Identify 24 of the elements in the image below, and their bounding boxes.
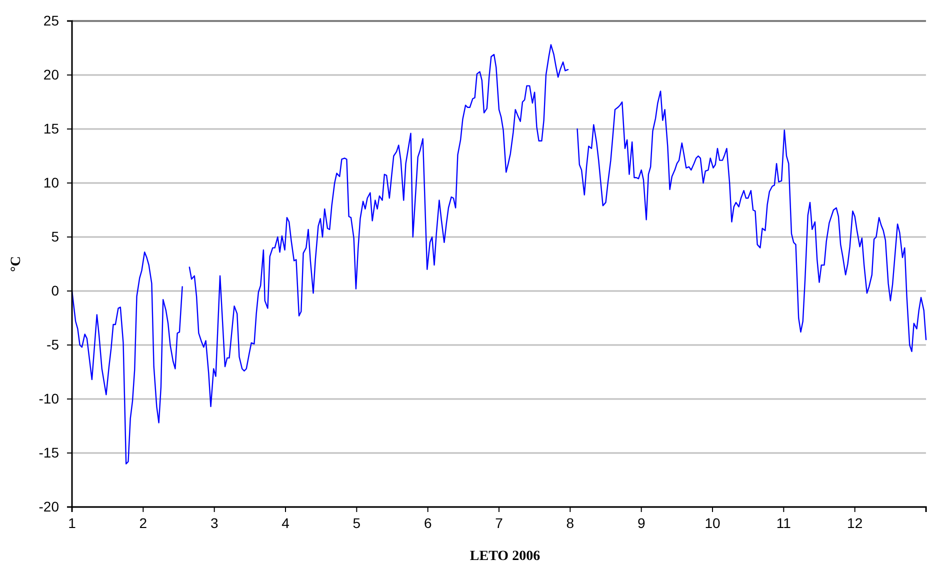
y-axis-title: °C <box>9 256 24 272</box>
x-tick-label: 11 <box>776 514 792 531</box>
x-axis-title: LETO 2006 <box>470 549 540 564</box>
y-tick-label: 20 <box>43 66 60 82</box>
y-tick-label: -5 <box>46 336 60 352</box>
x-tick-label: 7 <box>495 514 504 531</box>
x-tick-label: 9 <box>637 514 646 531</box>
y-tick-label: -10 <box>38 390 60 406</box>
x-tick-label: 12 <box>847 514 863 531</box>
x-tick-label: 10 <box>704 514 720 531</box>
x-tick-label: 6 <box>424 514 432 531</box>
y-tick-label: 25 <box>43 12 60 28</box>
y-tick-label: 5 <box>51 228 60 244</box>
y-tick-label: -20 <box>38 498 60 514</box>
x-tick-label: 5 <box>352 514 361 531</box>
y-tick-label: 10 <box>43 174 60 190</box>
x-tick-label: 2 <box>139 514 148 531</box>
x-tick-label: 1 <box>68 514 76 531</box>
x-tick-label: 8 <box>566 514 574 531</box>
y-tick-label: 15 <box>43 120 60 136</box>
x-tick-label: 3 <box>210 514 218 531</box>
x-tick-label: 4 <box>282 514 290 531</box>
y-tick-label: 0 <box>51 282 60 298</box>
y-tick-label: -15 <box>38 444 60 460</box>
